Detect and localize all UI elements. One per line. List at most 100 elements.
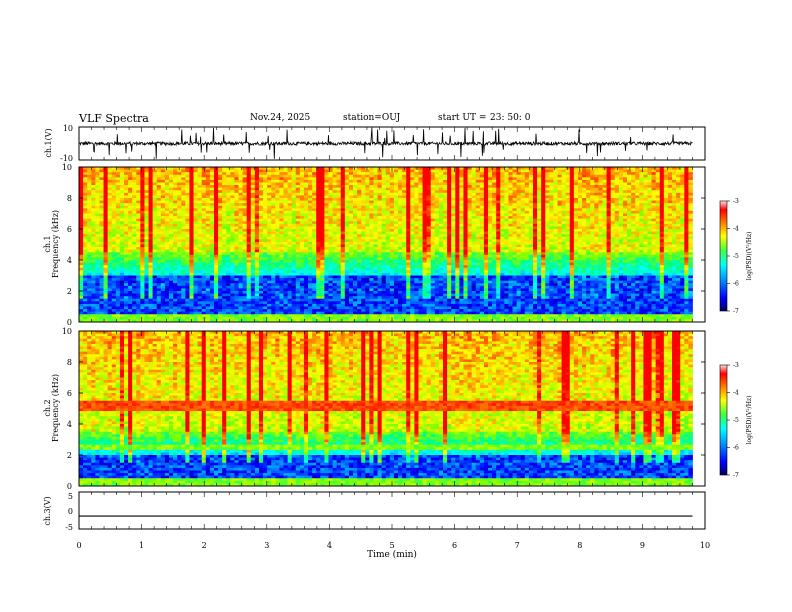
spectrogram-cell [160,221,166,225]
spectrogram-cell [447,247,452,251]
spectrogram-cell [353,223,358,227]
spectrogram-cell [684,221,689,225]
spectrogram-cell [614,174,620,178]
spectrogram-cell [430,208,436,212]
spectrogram-cell [393,192,399,196]
spectrogram-cell [614,169,620,173]
spectrogram-cell [455,200,460,204]
spectrogram-cell [573,177,579,181]
spectrogram-cell [475,172,481,176]
spectrogram-cell [414,244,419,248]
spectrogram-cell [528,192,534,196]
spectrogram-cell [647,200,652,204]
spectrogram-cell [291,221,297,225]
spectrogram-cell [541,172,546,176]
spectrogram-cell [115,239,121,243]
spectrogram-cell [471,167,477,170]
spectrogram-cell [279,203,284,207]
spectrogram-cell [582,200,587,204]
spectrogram-cell [430,203,436,207]
spectrogram-cell [279,187,284,191]
spectrogram-cell [99,195,104,199]
spectrogram-cell [226,236,231,240]
spectrogram-cell [545,203,550,207]
spectrogram-cell [83,216,88,220]
spectrogram-cell [614,223,620,227]
spectrogram-cell [545,247,550,251]
spectrogram-cell [107,231,113,235]
spectrogram-cell [402,229,407,232]
spectrogram-cell [222,247,227,251]
spectrogram-cell [242,216,248,220]
spectrogram-cell [487,226,493,230]
spectrogram-cell [312,210,317,214]
spectrogram-cell [119,210,125,214]
spectrogram-cell [635,198,640,201]
spectrogram-cell [173,208,178,212]
spectrogram-cell [336,213,342,217]
spectrogram-cell [496,221,501,225]
spectrogram-cell [164,244,170,248]
spectrogram-cell [107,195,113,199]
spectrogram-cell [373,174,378,178]
spectrogram-cell [622,182,628,186]
spectrogram-cell [463,223,468,227]
spectrogram-cell [344,249,350,253]
spectrogram-cell [209,179,215,183]
spectrogram-cell [487,229,493,232]
spectrogram-cell [622,179,628,183]
spectrogram-cell [103,205,109,209]
spectrogram-cell [361,236,366,240]
spectrogram-cell [148,223,154,227]
spectrogram-cell [369,241,374,245]
spectrogram-cell [430,247,436,251]
spectrogram-cell [663,247,669,251]
spectrogram-cell [164,239,170,243]
spectrogram-cell [618,216,624,220]
spectrogram-cell [451,223,456,227]
spectrogram-cell [258,200,264,204]
spectrogram-cell [443,236,448,240]
spectrogram-cell [471,223,477,227]
spectrogram-cell [87,216,92,220]
spectrogram-cell [614,185,620,189]
spectrogram-cell [254,205,260,209]
spectrogram-cell [635,210,640,214]
spectrogram-cell [545,239,550,243]
spectrogram-cell [553,203,558,207]
spectrogram-cell [263,172,268,176]
spectrogram-cell [655,249,661,253]
spectrogram-cell [87,182,92,186]
spectrogram-cell [455,231,460,235]
spectrogram-cell [218,198,223,201]
spectrogram-cell [520,218,526,222]
spectrogram-cell [173,177,178,181]
spectrogram-cell [168,177,174,181]
spectrogram-cell [635,179,640,183]
spectrogram-cell [87,239,92,243]
spectrogram-cell [504,187,509,191]
spectrogram-cell [639,208,644,212]
spectrogram-cell [119,218,125,222]
spectrogram-cell [267,187,272,191]
spectrogram-cell [545,221,550,225]
spectrogram-cell [471,169,477,173]
spectrogram-cell [577,218,583,222]
spectrogram-cell [467,198,473,201]
spectrogram-cell [389,179,395,183]
spectrogram-cell [348,172,354,176]
spectrogram-cell [291,182,297,186]
spectrogram-cell [205,200,211,204]
spectrogram-cell [655,239,661,243]
spectrogram-cell [614,236,620,240]
spectrogram-cell [520,195,526,199]
spectrogram-cell [643,174,648,178]
spectrogram-cell [193,203,199,207]
spectrogram-cell [622,192,628,196]
spectrogram-cell [353,198,358,201]
spectrogram-cell [119,223,125,227]
spectrogram-cell [520,182,526,186]
spectrogram-cell [541,208,546,212]
spectrogram-cell [123,182,129,186]
spectrogram-cell [140,216,145,220]
